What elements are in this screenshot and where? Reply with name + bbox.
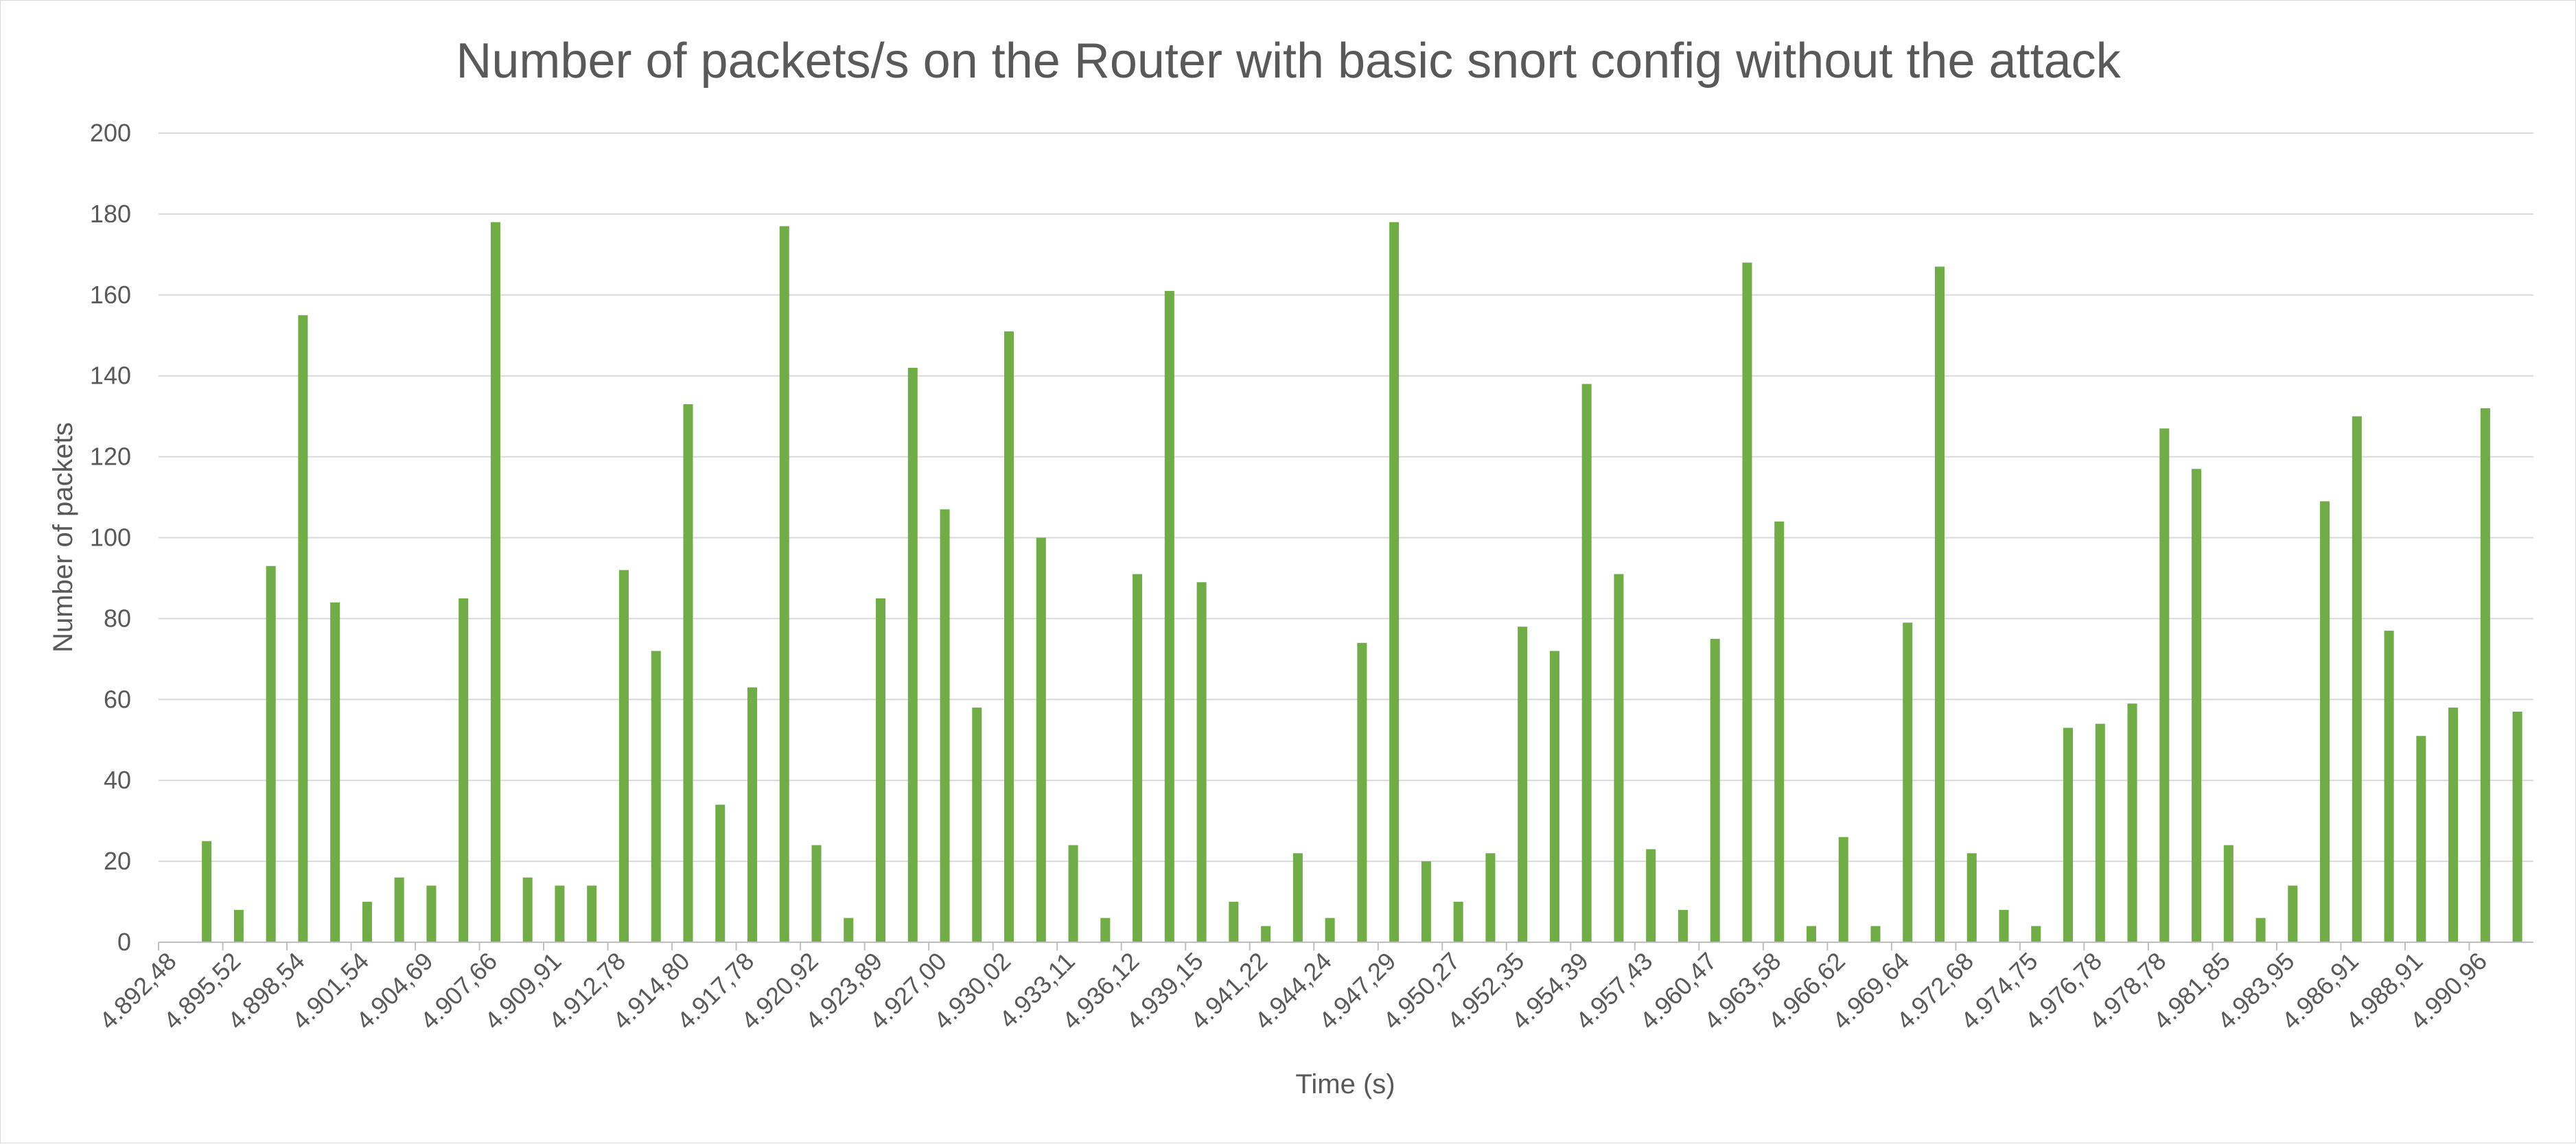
y-tick-label: 20 (104, 847, 131, 875)
bar (2448, 708, 2459, 942)
bar (1485, 853, 1496, 942)
bar (2384, 631, 2394, 942)
bar (811, 845, 822, 942)
bar (2031, 926, 2041, 942)
y-tick-label: 120 (90, 443, 131, 471)
bar (747, 687, 758, 942)
bar (490, 222, 500, 943)
bar (1742, 262, 1752, 942)
bar (2480, 408, 2490, 942)
bar (1389, 222, 1400, 943)
bar (1870, 926, 1881, 942)
bar (1229, 902, 1239, 942)
bar (1581, 384, 1592, 942)
bar (1100, 918, 1111, 942)
bar (1774, 521, 1785, 942)
bars (202, 222, 2522, 943)
bar (876, 598, 886, 942)
bar (1421, 861, 1431, 942)
bar (972, 708, 982, 942)
y-axis-ticks: 0 20 40 60 80 100 120 140 160 180 200 (90, 119, 131, 956)
chart-title: Number of packets/s on the Router with b… (456, 34, 2121, 89)
bar (651, 651, 661, 942)
bar (1292, 853, 1303, 942)
bar (1004, 331, 1014, 943)
bar (1133, 574, 1143, 942)
bar (1036, 537, 1046, 942)
bar (522, 877, 533, 942)
bar (1164, 290, 1174, 942)
bar (1710, 638, 1720, 942)
y-tick-label: 100 (90, 524, 131, 552)
bar (1838, 837, 1848, 942)
y-tick-label: 0 (117, 928, 131, 956)
y-tick-label: 60 (104, 685, 131, 713)
bar (298, 315, 308, 942)
bar (2255, 918, 2266, 942)
bar (1196, 582, 1207, 942)
bar (683, 404, 693, 942)
bar (2192, 469, 2202, 942)
bar (715, 804, 726, 942)
bar (1518, 627, 1528, 942)
bar (1549, 651, 1559, 942)
bar (2063, 727, 2074, 942)
x-axis-title: Time (s) (1295, 1069, 1395, 1099)
y-axis-title: Number of packets (48, 422, 78, 653)
bar (233, 909, 244, 942)
bar (2095, 723, 2105, 942)
bar (2320, 501, 2330, 942)
bar (1646, 849, 1656, 942)
bar (362, 902, 372, 942)
bar (779, 226, 789, 943)
bar (2127, 703, 2137, 942)
bar (1966, 853, 1977, 942)
bar (2288, 885, 2298, 942)
bar (2512, 711, 2522, 942)
bar (266, 565, 276, 942)
bar (1934, 266, 1945, 942)
bar (1325, 918, 1335, 942)
bar (2416, 736, 2426, 942)
bar (587, 885, 597, 942)
x-axis: 4.892,484.895,524.898,544.901,544.904,69… (94, 942, 2533, 1035)
bar (2159, 428, 2170, 942)
bar (202, 841, 212, 942)
bar (907, 367, 918, 942)
bar (618, 570, 629, 942)
bar (1261, 926, 1271, 942)
bar (1614, 574, 1624, 942)
bar (1806, 926, 1816, 942)
bar (1068, 845, 1078, 942)
y-tick-label: 180 (90, 200, 131, 228)
bar (844, 918, 854, 942)
bar (394, 877, 404, 942)
bar (2352, 416, 2362, 942)
y-tick-label: 80 (104, 604, 131, 632)
bar (555, 885, 565, 942)
bar (426, 885, 437, 942)
bar (2223, 845, 2233, 942)
y-tick-label: 40 (104, 766, 131, 794)
bar (330, 602, 340, 942)
bar (1453, 902, 1463, 942)
bar (940, 509, 950, 942)
bar (1357, 642, 1367, 942)
y-tick-label: 160 (90, 281, 131, 309)
bar (1903, 622, 1913, 942)
bar (459, 598, 469, 942)
bar (1678, 909, 1688, 942)
bar (1999, 909, 2009, 942)
y-tick-label: 140 (90, 362, 131, 390)
y-tick-label: 200 (90, 119, 131, 147)
gridlines (159, 132, 2533, 863)
